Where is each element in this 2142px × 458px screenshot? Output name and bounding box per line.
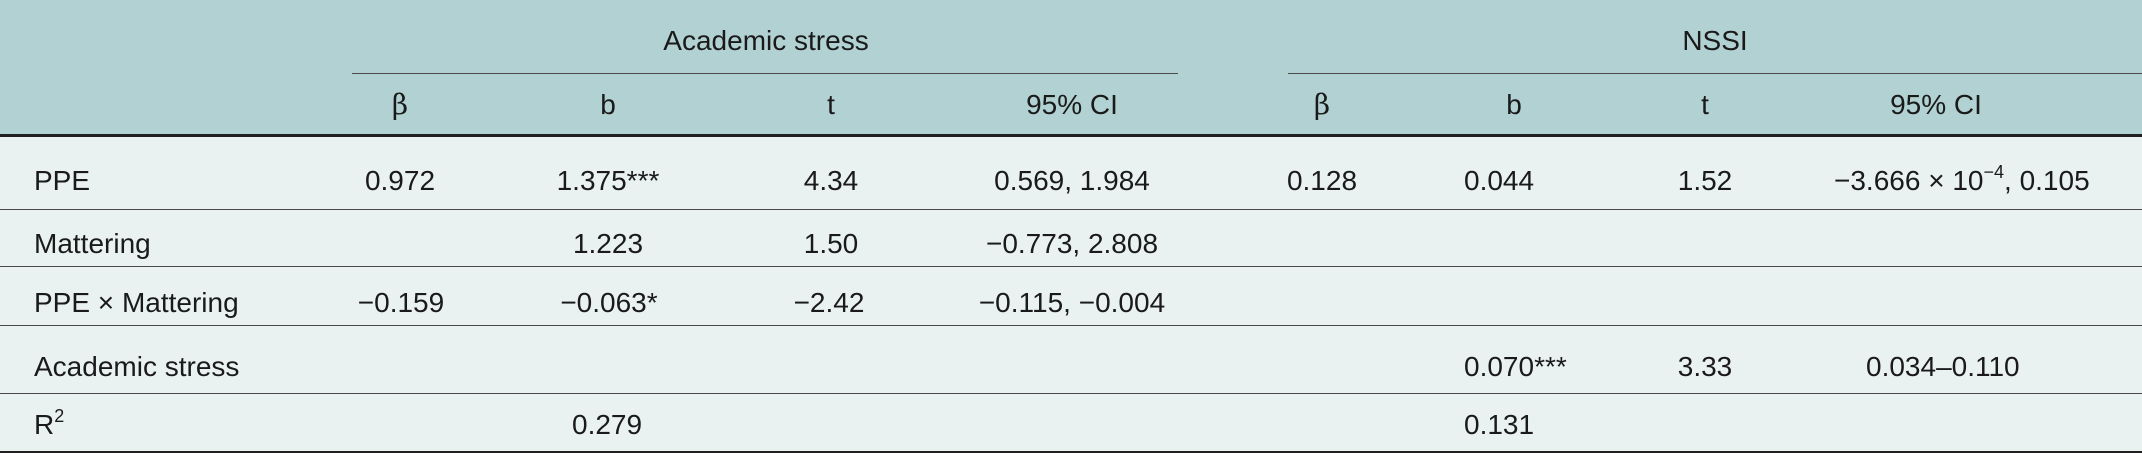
cell-ppe-as-beta: 0.972 [364,165,436,196]
row-separator [0,266,2142,267]
cell-ppe-nssi-t: 1.52 [1677,165,1733,196]
cell-mattering-as-b: 1.223 [572,228,644,259]
r-squared-base: R [34,409,55,440]
row-separator [0,325,2142,326]
row-separator [0,209,2142,210]
group-rule-nssi [1288,73,2142,74]
ci-part-pre: −3.666 × 10 [1834,165,1984,196]
cell-r2-as-b: 0.279 [572,409,643,440]
cell-ppe-as-b: 1.375*** [556,165,660,196]
cell-mattering-as-t: 1.50 [803,228,859,259]
r-squared-exponent: 2 [54,405,65,426]
cell-as-row-nssi-b: 0.070*** [1464,351,1567,382]
cell-r2-nssi-b: 0.131 [1464,409,1535,440]
group-title-nssi: NSSI [1682,25,1748,56]
row-label-ppe-x-mattering: PPE × Mattering [34,287,239,318]
col-header-nssi-t: t [1701,89,1709,120]
col-header-nssi-ci: 95% CI [1890,89,1982,120]
table-body-band [0,137,2142,451]
cell-interaction-as-t: −2.42 [793,287,865,318]
cell-interaction-as-ci: −0.115, −0.004 [978,287,1166,318]
col-header-as-beta: β [391,88,409,121]
row-label-ppe: PPE [34,165,91,196]
table-header-band [0,0,2142,135]
cell-as-row-nssi-t: 3.33 [1677,351,1733,382]
ci-part-post: , 0.105 [2004,165,2090,196]
header-bottom-rule [0,134,2142,137]
row-label-academic-stress: Academic stress [34,351,240,382]
cell-ppe-nssi-b: 0.044 [1464,165,1535,196]
cell-ppe-as-ci: 0.569, 1.984 [994,165,1150,196]
cell-mattering-as-ci: −0.773, 2.808 [985,228,1159,259]
cell-interaction-as-b: −0.063* [560,287,658,318]
cell-interaction-as-beta: −0.159 [357,287,445,318]
group-rule-academic-stress [352,73,1178,74]
row-separator [0,393,2142,394]
col-header-as-b: b [600,89,616,120]
group-title-academic-stress: Academic stress [663,25,869,56]
row-label-r-squared: R2 [34,405,65,442]
cell-ppe-nssi-ci: −3.666 × 10−4, 0.105 [1834,161,2090,198]
row-label-mattering: Mattering [34,228,151,259]
cell-as-row-nssi-ci: 0.034–0.110 [1866,351,2020,382]
ci-exponent: −4 [1983,161,2005,182]
cell-ppe-as-t: 4.34 [803,165,859,196]
col-header-as-ci: 95% CI [1026,89,1118,120]
table-bottom-rule [0,451,2142,453]
col-header-as-t: t [827,89,835,120]
col-header-nssi-b: b [1506,89,1522,120]
col-header-nssi-beta: β [1313,88,1331,121]
cell-ppe-nssi-beta: 0.128 [1286,165,1358,196]
